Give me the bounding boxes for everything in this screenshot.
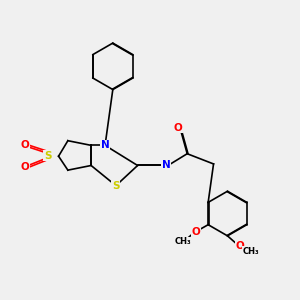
Text: O: O: [236, 241, 244, 251]
Text: O: O: [173, 123, 182, 133]
Text: N: N: [101, 140, 110, 150]
Text: S: S: [44, 151, 52, 160]
Text: O: O: [191, 227, 200, 237]
Text: CH₃: CH₃: [243, 247, 260, 256]
Text: N: N: [162, 160, 170, 170]
Text: O: O: [21, 162, 29, 172]
Text: CH₃: CH₃: [175, 237, 192, 246]
Text: S: S: [112, 181, 120, 190]
Text: O: O: [21, 140, 29, 150]
